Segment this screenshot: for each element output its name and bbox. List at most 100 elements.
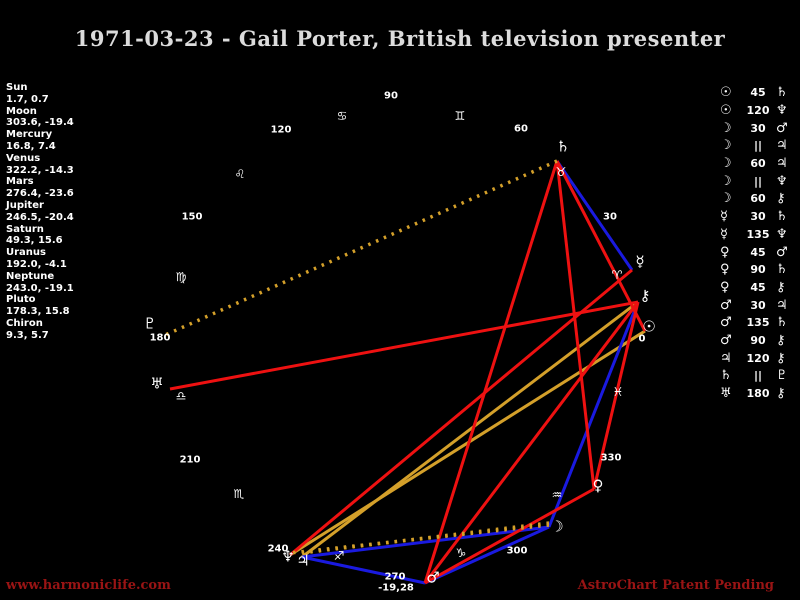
aspect-line-venus-chiron bbox=[592, 301, 640, 490]
aspect-line-moon-chiron bbox=[547, 301, 640, 528]
aspect-angle: 120 bbox=[746, 104, 770, 118]
aspect-planet2-glyph: ⚷ bbox=[776, 350, 786, 366]
degree-tick-label: 210 bbox=[179, 454, 201, 466]
aspect-planet2-glyph: ♃ bbox=[776, 138, 788, 154]
position-value: 303.6, -19.4 bbox=[6, 117, 74, 129]
zodiac-libra-icon: ♎ bbox=[175, 389, 187, 403]
aspect-angle: 135 bbox=[746, 227, 770, 241]
aspect-planet1-glyph: ♀ bbox=[720, 244, 730, 260]
aspect-line-jupiter-chiron bbox=[301, 300, 639, 559]
zodiac-sagittarius-icon: ♐ bbox=[333, 549, 345, 563]
aspect-line-uranus-chiron bbox=[169, 300, 639, 391]
aspect-planet1-glyph: ♀ bbox=[720, 279, 730, 295]
position-value: 322.2, -14.3 bbox=[6, 164, 74, 176]
website-link[interactable]: www.harmoniclife.com bbox=[6, 578, 171, 593]
degree-tick-label: 270 bbox=[384, 571, 406, 583]
aspect-planet1-glyph: ♄ bbox=[720, 368, 732, 384]
aspect-line-mercury-saturn bbox=[555, 160, 634, 271]
aspect-angle: 30 bbox=[750, 210, 766, 224]
aspect-planet2-glyph: ⚷ bbox=[776, 332, 786, 348]
aspect-planet2-glyph: ♂ bbox=[776, 120, 788, 136]
position-name: Chiron bbox=[6, 317, 43, 329]
position-name: Saturn bbox=[6, 223, 44, 235]
aspect-angle: 60 bbox=[750, 157, 766, 171]
aspect-row: ♃ 120 ⚷ bbox=[720, 349, 798, 367]
aspect-row: ☽ || ♆ bbox=[720, 172, 798, 190]
aspect-planet2-glyph: ♆ bbox=[776, 226, 788, 242]
position-name: Sun bbox=[6, 82, 28, 93]
aspect-line-venus-mars bbox=[424, 487, 595, 585]
aspect-planet2-glyph: ♄ bbox=[776, 315, 788, 331]
degree-tick-label: 90 bbox=[384, 90, 398, 102]
aspect-planet1-glyph: ♀ bbox=[720, 262, 730, 278]
position-name: Mercury bbox=[6, 129, 53, 141]
position-value: 1.7, 0.7 bbox=[6, 93, 49, 105]
positions-panel: Sun 1.7, 0.7 Moon 303.6, -19.4 Mercury 16.8, … bbox=[6, 82, 136, 342]
degree-tick-label: 120 bbox=[270, 124, 292, 136]
position-name: Mars bbox=[6, 176, 34, 188]
aspect-line-mars-jupiter bbox=[301, 555, 426, 585]
planet-jupiter-icon: ♃ bbox=[296, 551, 310, 570]
zodiac-cancer-icon: ♋ bbox=[336, 109, 348, 123]
aspect-angle: 45 bbox=[750, 86, 766, 100]
planet-neptune-icon: ♆ bbox=[281, 547, 295, 566]
aspect-planet1-glyph: ☉ bbox=[720, 103, 732, 119]
position-value: 178.3, 15.8 bbox=[6, 306, 70, 318]
position-value: 243.0, -19.1 bbox=[6, 282, 74, 294]
aspect-planet2-glyph: ♃ bbox=[776, 297, 788, 313]
aspect-planet1-glyph: ☽ bbox=[720, 120, 732, 136]
zodiac-leo-icon: ♌ bbox=[234, 167, 246, 181]
aspect-planet1-glyph: ☽ bbox=[720, 138, 732, 154]
degree-tick-label: 180 bbox=[149, 332, 171, 344]
planet-mercury-icon: ☿ bbox=[635, 252, 645, 271]
aspect-planet2-glyph: ⚷ bbox=[776, 386, 786, 402]
aspect-row: ☽ 30 ♂ bbox=[720, 119, 798, 137]
aspect-planet2-glyph: ♄ bbox=[776, 262, 788, 278]
zodiac-scorpio-icon: ♏ bbox=[233, 487, 245, 501]
aspect-angle: || bbox=[753, 369, 763, 383]
position-name: Venus bbox=[6, 152, 41, 164]
position-name: Uranus bbox=[6, 247, 46, 259]
aspect-line-saturn-pluto bbox=[162, 159, 558, 338]
zodiac-virgo-icon: ♍ bbox=[175, 270, 187, 284]
planet-moon-icon: ☽ bbox=[550, 517, 564, 536]
degree-tick-label: 240 bbox=[267, 543, 289, 555]
aspect-planet1-glyph: ♃ bbox=[720, 350, 732, 366]
aspect-planet1-glyph: ☿ bbox=[720, 226, 728, 242]
aspect-row: ☽ 60 ♃ bbox=[720, 155, 798, 173]
aspect-row: ♀ 45 ⚷ bbox=[720, 279, 798, 297]
aspect-row: ♀ 90 ♄ bbox=[720, 261, 798, 279]
chart-annotation: -19,28 bbox=[378, 582, 414, 594]
aspect-planet2-glyph: ♄ bbox=[776, 85, 788, 101]
aspect-row: ☽ 60 ⚷ bbox=[720, 190, 798, 208]
degree-tick-label: 60 bbox=[514, 123, 528, 135]
aspect-angle: 30 bbox=[750, 298, 766, 312]
planet-pluto-icon: ♇ bbox=[143, 314, 157, 333]
aspect-planet1-glyph: ☽ bbox=[720, 191, 732, 207]
aspect-line-venus-saturn bbox=[555, 160, 596, 490]
zodiac-aquarius-icon: ♒ bbox=[551, 488, 563, 502]
aspect-planet2-glyph: ⚷ bbox=[776, 279, 786, 295]
position-value: 246.5, -20.4 bbox=[6, 211, 74, 223]
aspect-line-moon-mars bbox=[424, 525, 550, 585]
aspect-row: ☽ || ♃ bbox=[720, 137, 798, 155]
aspect-row: ♄ || ♇ bbox=[720, 367, 798, 385]
planet-sun-icon: ☉ bbox=[642, 317, 656, 336]
aspect-line-moon-neptune bbox=[289, 523, 550, 555]
patent-pending-text: AstroChart Patent Pending bbox=[577, 578, 774, 593]
degree-tick-label: 0 bbox=[638, 333, 646, 345]
position-value: 49.3, 15.6 bbox=[6, 235, 63, 247]
position-value: 9.3, 5.7 bbox=[6, 329, 49, 341]
aspect-angle: 90 bbox=[750, 333, 766, 347]
aspect-angle: 135 bbox=[746, 316, 770, 330]
aspect-planet1-glyph: ☿ bbox=[720, 209, 728, 225]
zodiac-pisces-icon: ♓ bbox=[612, 385, 624, 399]
degree-tick-label: 30 bbox=[603, 211, 617, 223]
planet-saturn-icon: ♄ bbox=[556, 137, 570, 156]
aspect-row: ♅ 180 ⚷ bbox=[720, 385, 798, 403]
aspect-planet1-glyph: ☉ bbox=[720, 85, 732, 101]
position-name: Neptune bbox=[6, 270, 55, 282]
